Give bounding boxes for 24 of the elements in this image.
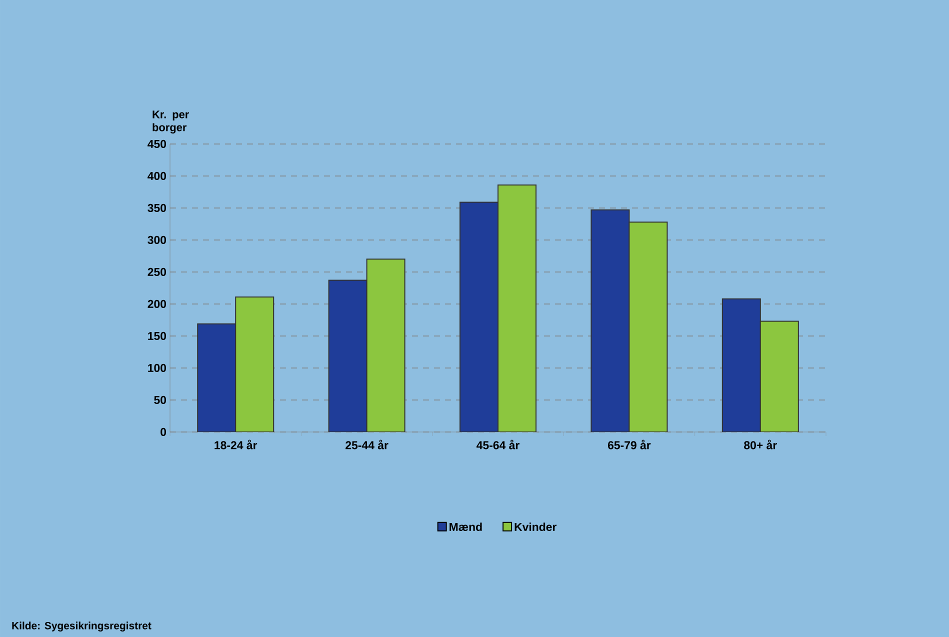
y-tick-label: 100 — [148, 364, 166, 372]
y-tick-label: 200 — [148, 300, 166, 308]
y-axis-title: Kr. per borger — [152, 110, 189, 134]
y-tick-label: 400 — [148, 172, 166, 180]
x-tick-label: 65-79 år — [608, 440, 651, 450]
y-tick-label: 250 — [148, 268, 166, 276]
bar — [197, 323, 236, 432]
y-tick-label: 0 — [160, 428, 166, 436]
y-tick-label: 450 — [148, 140, 166, 148]
bar — [460, 202, 499, 432]
y-tick-label: 150 — [148, 332, 166, 340]
y-tick-label: 350 — [148, 204, 166, 212]
x-tick-label: 18-24 år — [214, 440, 258, 450]
bar — [722, 298, 761, 432]
bar — [590, 209, 630, 432]
text: Kilde: Sygesikringsregistret — [12, 622, 152, 632]
y-tick-label: 50 — [154, 396, 166, 404]
legend-label: Mænd — [450, 522, 482, 531]
legend-label: Kvinder — [514, 522, 557, 531]
x-tick-label: 45-64 år — [476, 440, 520, 450]
x-tick-label: 80+ år — [744, 440, 777, 450]
y-tick-label: 300 — [148, 236, 166, 244]
bar — [328, 280, 368, 432]
x-tick-label: 25-44 år — [346, 440, 388, 450]
